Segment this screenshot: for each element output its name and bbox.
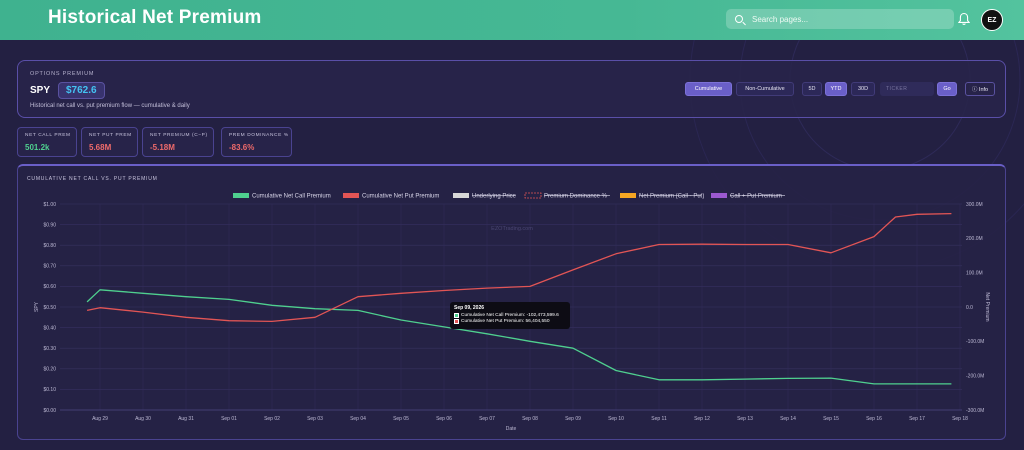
legend-label: Premium Dominance % xyxy=(544,194,608,200)
legend-swatch xyxy=(233,193,249,198)
panel-subtitle: Historical net call vs. put premium flow… xyxy=(30,103,190,109)
x-tick-label: Sep 14 xyxy=(780,416,796,422)
stat-value: -83.6% xyxy=(229,143,255,152)
legend-label: Cumulative Net Call Premium xyxy=(252,194,331,200)
legend-label: Call + Put Premium xyxy=(730,194,782,200)
legend-label: Underlying Price xyxy=(472,194,517,200)
stat-net-call-prem: NET CALL PREM 501.2k xyxy=(17,127,77,157)
stat-label: PREM DOMINANCE % xyxy=(229,133,289,138)
search-input[interactable] xyxy=(752,14,932,24)
search-box[interactable] xyxy=(726,9,954,29)
tooltip-swatch-put xyxy=(454,319,459,324)
range-5d-button[interactable]: 5D xyxy=(802,82,822,96)
x-tick-label: Sep 03 xyxy=(307,416,323,422)
y-right-tick-label: -300.0M xyxy=(966,408,984,414)
y-left-tick-label: $0.70 xyxy=(43,264,56,270)
legend-swatch xyxy=(453,193,469,198)
y-right-axis-title: Net Premium xyxy=(984,292,990,321)
stat-label: NET PUT PREM xyxy=(89,133,132,138)
x-tick-label: Sep 04 xyxy=(350,416,366,422)
y-right-tick-label: 200.0M xyxy=(966,236,983,242)
non-cumulative-button[interactable]: Non-Cumulative xyxy=(736,82,794,96)
watermark: EZOTrading.com xyxy=(491,226,533,232)
tooltip-swatch-call xyxy=(454,313,459,318)
y-left-tick-label: $0.60 xyxy=(43,284,56,290)
x-tick-label: Sep 11 xyxy=(651,416,667,422)
x-tick-label: Sep 12 xyxy=(694,416,710,422)
y-left-tick-label: $0.20 xyxy=(43,367,56,373)
y-left-tick-label: $0.40 xyxy=(43,325,56,331)
ticker-input[interactable] xyxy=(880,82,934,96)
legend-swatch xyxy=(343,193,359,198)
stat-label: NET PREMIUM (C−P) xyxy=(150,133,208,138)
x-tick-label: Sep 06 xyxy=(436,416,452,422)
avatar[interactable]: EZ xyxy=(981,9,1003,31)
x-tick-label: Sep 18 xyxy=(952,416,968,422)
x-tick-label: Aug 31 xyxy=(178,416,194,422)
x-tick-label: Sep 10 xyxy=(608,416,624,422)
series-line-put xyxy=(86,212,952,323)
y-left-axis-title: SPY xyxy=(34,301,40,312)
legend-label: Net Premium (Call - Put) xyxy=(639,194,704,200)
x-tick-label: Sep 09 xyxy=(565,416,581,422)
price-badge: $762.6 xyxy=(58,82,105,99)
info-button[interactable]: ⓘ Info xyxy=(965,82,995,96)
x-tick-label: Sep 15 xyxy=(823,416,839,422)
y-left-tick-label: $0.80 xyxy=(43,243,56,249)
y-left-tick-label: $0.00 xyxy=(43,408,56,414)
cumulative-button[interactable]: Cumulative xyxy=(685,82,732,96)
y-right-tick-label: 100.0M xyxy=(966,270,983,276)
range-30d-button[interactable]: 30D xyxy=(851,82,875,96)
tooltip-date: Sep 09, 2026 xyxy=(454,305,485,311)
x-tick-label: Aug 29 xyxy=(92,416,108,422)
x-tick-label: Aug 30 xyxy=(135,416,151,422)
y-right-tick-label: 0.0 xyxy=(966,305,973,311)
tooltip-call-text: Cumulative Net Call Premium: -102,473,59… xyxy=(461,313,559,318)
ticker-symbol: SPY xyxy=(30,85,51,96)
legend-label: Cumulative Net Put Premium xyxy=(362,194,439,200)
tooltip-put-text: Cumulative Net Put Premium: 56,404,550 xyxy=(461,319,550,324)
series-line-call xyxy=(86,289,952,385)
page-title: Historical Net Premium xyxy=(48,7,262,28)
x-axis-title: Date xyxy=(506,426,517,432)
x-tick-label: Sep 01 xyxy=(221,416,237,422)
x-tick-label: Sep 13 xyxy=(737,416,753,422)
y-right-tick-label: -100.0M xyxy=(966,339,984,345)
stat-value: -5.18M xyxy=(150,143,175,152)
y-right-tick-label: -200.0M xyxy=(966,373,984,379)
legend-swatch xyxy=(711,193,727,198)
x-tick-label: Sep 07 xyxy=(479,416,495,422)
stat-net-premium: NET PREMIUM (C−P) -5.18M xyxy=(142,127,214,157)
stat-label: NET CALL PREM xyxy=(25,133,71,138)
stat-prem-dominance: PREM DOMINANCE % -83.6% xyxy=(221,127,292,157)
stat-value: 5.68M xyxy=(89,143,112,152)
chart-tooltip: Sep 09, 2026 Cumulative Net Call Premium… xyxy=(450,302,570,329)
y-left-tick-label: $0.30 xyxy=(43,346,56,352)
x-tick-label: Sep 08 xyxy=(522,416,538,422)
chart-title: CUMULATIVE NET CALL VS. PUT PREMIUM xyxy=(27,176,158,182)
search-icon xyxy=(735,15,743,23)
y-left-tick-label: $1.00 xyxy=(43,202,56,208)
panel-label: OPTIONS PREMIUM xyxy=(30,71,95,77)
stat-value: 501.2k xyxy=(25,143,50,152)
y-right-tick-label: 300.0M xyxy=(966,202,983,208)
x-tick-label: Sep 02 xyxy=(264,416,280,422)
legend-swatch xyxy=(620,193,636,198)
tooltip-row-call: Cumulative Net Call Premium: -102,473,59… xyxy=(454,313,566,318)
y-left-tick-label: $0.10 xyxy=(43,387,56,393)
stat-net-put-prem: NET PUT PREM 5.68M xyxy=(81,127,138,157)
x-tick-label: Sep 16 xyxy=(866,416,882,422)
x-tick-label: Sep 17 xyxy=(909,416,925,422)
range-ytd-button[interactable]: YTD xyxy=(825,82,847,96)
y-left-tick-label: $0.90 xyxy=(43,222,56,228)
y-left-tick-label: $0.50 xyxy=(43,305,56,311)
go-button[interactable]: Go xyxy=(937,82,957,96)
x-tick-label: Sep 05 xyxy=(393,416,409,422)
bell-icon[interactable] xyxy=(958,12,970,26)
legend-swatch xyxy=(524,192,542,199)
tooltip-row-put: Cumulative Net Put Premium: 56,404,550 xyxy=(454,319,566,324)
top-header: Historical Net Premium EZ xyxy=(0,0,1024,40)
